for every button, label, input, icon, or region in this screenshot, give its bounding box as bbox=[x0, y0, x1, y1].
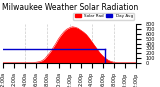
Text: Milwaukee Weather Solar Radiation: Milwaukee Weather Solar Radiation bbox=[2, 3, 138, 12]
Legend: Solar Rad, Day Avg: Solar Rad, Day Avg bbox=[73, 13, 134, 20]
